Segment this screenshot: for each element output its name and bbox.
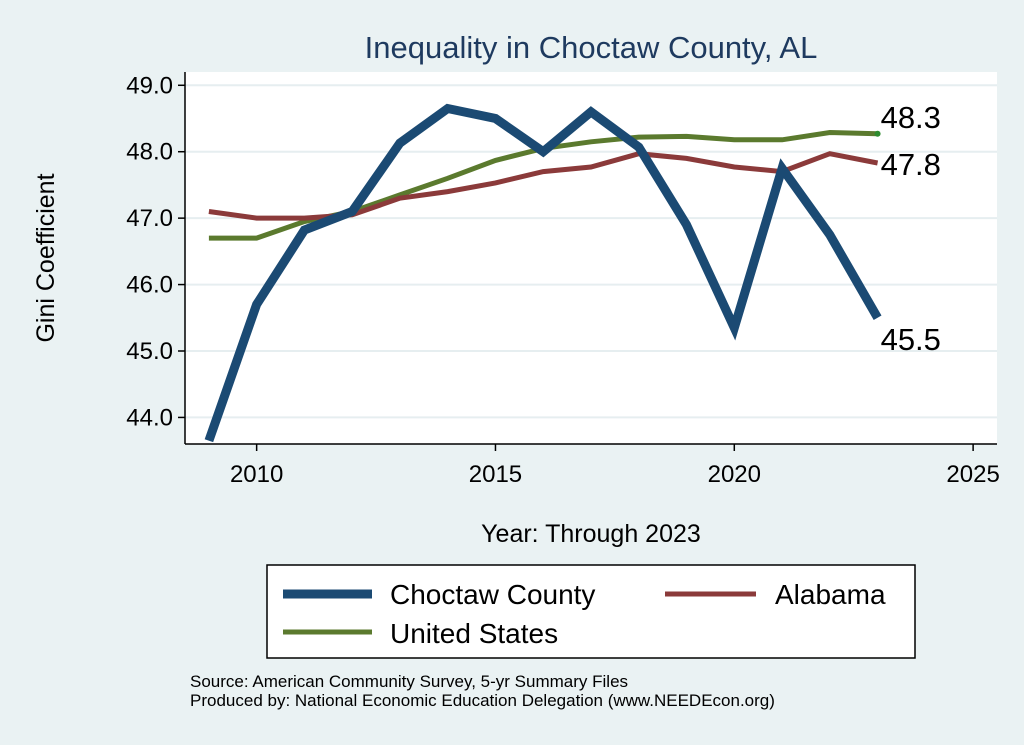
end-label-choctaw-county: 45.5 bbox=[881, 322, 941, 357]
series-endpoint-united-states bbox=[874, 130, 881, 137]
series-line-choctaw-county bbox=[204, 103, 882, 443]
plot-area bbox=[185, 72, 997, 444]
x-axis-label: Year: Through 2023 bbox=[481, 520, 701, 548]
y-tick-label: 44.0 bbox=[126, 404, 173, 431]
y-tick-label: 49.0 bbox=[126, 72, 173, 99]
legend-label-alabama: Alabama bbox=[775, 579, 886, 610]
legend-label-choctaw: Choctaw County bbox=[390, 579, 595, 610]
chart-title: Inequality in Choctaw County, AL bbox=[365, 30, 818, 65]
axes bbox=[184, 72, 997, 445]
y-tick-label: 48.0 bbox=[126, 139, 173, 166]
legend-box bbox=[266, 564, 916, 659]
x-tick-label: 2010 bbox=[230, 461, 283, 488]
legend-label-us: United States bbox=[390, 618, 558, 649]
end-label-united-states: 48.3 bbox=[881, 100, 941, 135]
y-tick-label: 45.0 bbox=[126, 338, 173, 365]
x-tick-label: 2025 bbox=[946, 461, 999, 488]
series bbox=[204, 103, 882, 443]
x-tick-label: 2020 bbox=[708, 461, 761, 488]
ticks: 44.0 45.0 46.0 47.0 48.0 49.0 2010 2015 2020 2025 bbox=[126, 72, 1000, 488]
end-label-alabama: 47.8 bbox=[881, 147, 941, 182]
x-tick-label: 2015 bbox=[469, 461, 522, 488]
y-tick-label: 47.0 bbox=[126, 205, 173, 232]
footer: Source: American Community Survey, 5-yr … bbox=[190, 672, 775, 710]
y-tick-label: 46.0 bbox=[126, 272, 173, 299]
source-note: Source: American Community Survey, 5-yr … bbox=[190, 672, 629, 691]
end-labels: 45.5 47.8 48.3 bbox=[881, 100, 941, 357]
producer-note: Produced by: National Economic Education… bbox=[190, 691, 775, 710]
legend: Choctaw County Alabama United States bbox=[266, 564, 916, 659]
y-axis-label: Gini Coefficient bbox=[32, 173, 60, 342]
series-line-alabama bbox=[208, 151, 879, 221]
